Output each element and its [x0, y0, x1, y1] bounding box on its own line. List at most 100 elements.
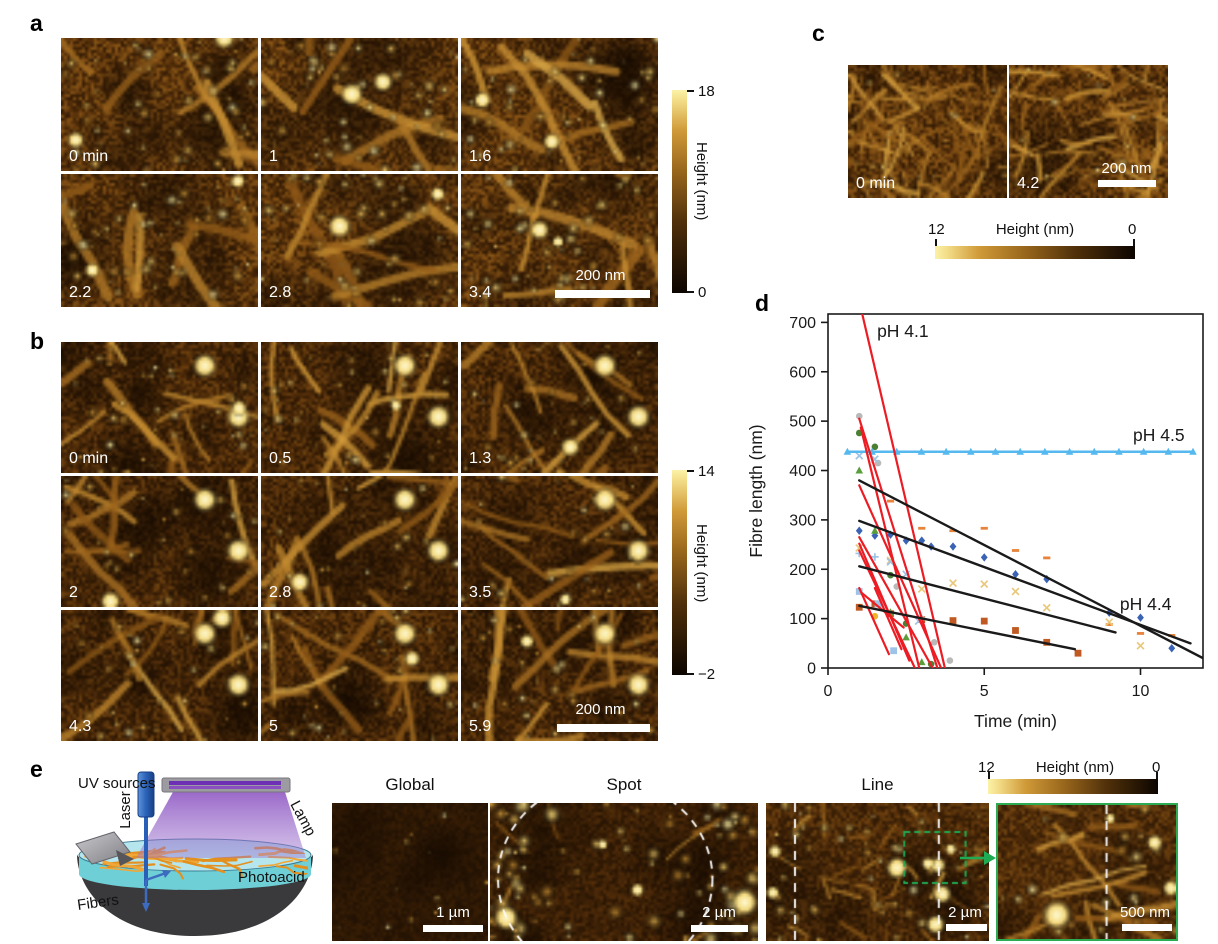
colorbar-e-tick-right	[1156, 772, 1158, 779]
afm-canvas	[261, 476, 458, 607]
uv-lamp	[161, 777, 291, 793]
frame-time-label: 2.8	[269, 584, 292, 601]
afm-image-spot	[490, 803, 758, 941]
frame-time-label: 2.8	[269, 284, 292, 301]
afm-canvas	[461, 476, 658, 607]
colorbar-b-tick-top	[687, 470, 694, 472]
afm-canvas	[461, 174, 658, 307]
panel-b-letter: b	[30, 328, 45, 354]
scalebar	[555, 290, 650, 298]
frame-time-label: 0 min	[69, 450, 109, 467]
uv-sources-label: UV sources	[78, 775, 156, 792]
uv-setup-diagram: UV sources Laser Lamp Photoacid Fibers	[75, 771, 319, 936]
colorbar-a	[672, 90, 687, 293]
colorbar-c-min: 0	[1128, 221, 1137, 238]
x-tick-label: 10	[1132, 683, 1150, 700]
scatter-series	[855, 466, 926, 666]
scalebar-text: 200 nm	[575, 267, 626, 284]
colorbar-e-max: 12	[978, 759, 995, 776]
spot-scalebar	[691, 925, 748, 932]
afm-frame-0-min: 0 min	[61, 342, 258, 473]
colorbar-e-tick-left	[988, 772, 990, 779]
afm-canvas	[61, 476, 258, 607]
colorbar-b	[672, 470, 687, 675]
colorbar-b-max: 14	[698, 463, 715, 480]
y-tick-label: 500	[789, 414, 816, 431]
scatter-series	[855, 588, 898, 655]
afm-probe	[75, 831, 134, 866]
colorbar-b-label: Height (nm)	[693, 524, 710, 603]
uv-laser	[137, 771, 171, 912]
afm-canvas	[1009, 65, 1168, 198]
frame-time-label: 2	[69, 584, 78, 601]
chart-series	[843, 314, 1203, 668]
afm-canvas	[261, 174, 458, 307]
afm-frame-2.8: 2.8	[261, 476, 458, 607]
panel-a-letter: a	[30, 10, 43, 36]
afm-canvas	[461, 610, 658, 741]
colorbar-a-max: 18	[698, 83, 715, 100]
afm-canvas	[461, 342, 658, 473]
afm-canvas	[261, 38, 458, 171]
afm-frame-4.3: 4.3	[61, 610, 258, 741]
y-tick-label: 300	[789, 512, 816, 529]
frame-time-label: 0.5	[269, 450, 292, 467]
afm-frame-2.2: 2.2	[61, 174, 258, 307]
line-scalebar-text: 2 µm	[948, 904, 982, 921]
annotation-pH-4.1: pH 4.1	[877, 321, 929, 341]
colorbar-a-min: 0	[698, 284, 707, 301]
uv-light-cone	[136, 792, 306, 858]
afm-canvas	[61, 38, 258, 171]
y-tick-label: 200	[789, 562, 816, 579]
global-image-title: Global	[385, 775, 435, 794]
frame-time-label: 3.5	[469, 584, 492, 601]
panel-d-letter: d	[755, 290, 770, 316]
afm-image-line	[766, 803, 989, 941]
x-tick-label: 5	[980, 683, 989, 700]
x-tick-label: 0	[824, 683, 833, 700]
afm-frame-1.6: 1.6	[461, 38, 658, 171]
afm-canvas	[848, 65, 1007, 198]
afm-canvas	[261, 342, 458, 473]
frame-time-label: 4.2	[1017, 175, 1040, 192]
y-tick-label: 600	[789, 364, 816, 381]
afm-frame-2: 2	[61, 476, 258, 607]
y-tick-label: 100	[789, 611, 816, 628]
colorbar-e	[988, 779, 1158, 794]
y-tick-label: 700	[789, 315, 816, 332]
frame-time-label: 5.9	[469, 718, 492, 735]
spot-scalebar-text: 2 µm	[702, 904, 736, 921]
scalebar	[557, 724, 650, 732]
colorbar-e-label: Height (nm)	[1035, 759, 1115, 776]
afm-frame-5.9: 5.9 200 nm	[461, 610, 658, 741]
frame-time-label: 3.4	[469, 284, 492, 301]
inset-scalebar-text: 500 nm	[1119, 904, 1171, 921]
scatter-series	[855, 429, 935, 668]
frame-time-label: 0 min	[856, 175, 896, 192]
scalebar	[1098, 180, 1156, 187]
inset-scalebar	[1122, 924, 1172, 931]
afm-frame-2.8: 2.8	[261, 174, 458, 307]
colorbar-c-max: 12	[928, 221, 945, 238]
colorbar-c-label: Height (nm)	[995, 221, 1075, 238]
photoacid-label: Photoacid	[238, 869, 305, 886]
afm-canvas	[461, 38, 658, 171]
y-tick-label: 0	[807, 661, 816, 678]
afm-frame-1.3: 1.3	[461, 342, 658, 473]
afm-frame-3.4: 3.4 200 nm	[461, 174, 658, 307]
colorbar-e-min: 0	[1152, 759, 1161, 776]
colorbar-a-tick-top	[687, 90, 694, 92]
fit-lines-pH-4.4	[858, 479, 1203, 660]
y-axis-label: Fibre length (nm)	[748, 424, 766, 557]
colorbar-a-tick-bottom	[687, 291, 694, 293]
frame-time-label: 0 min	[69, 148, 109, 165]
afm-frame-0-min: 0 min	[61, 38, 258, 171]
colorbar-c-tick-right	[1133, 239, 1135, 246]
scalebar-text: 200 nm	[1101, 160, 1152, 177]
frame-time-label: 2.2	[69, 284, 92, 301]
colorbar-c	[935, 246, 1135, 259]
afm-frame-0-min: 0 min	[848, 65, 1007, 198]
afm-canvas	[61, 342, 258, 473]
afm-frame-5: 5	[261, 610, 458, 741]
colorbar-a-label: Height (nm)	[693, 142, 710, 221]
